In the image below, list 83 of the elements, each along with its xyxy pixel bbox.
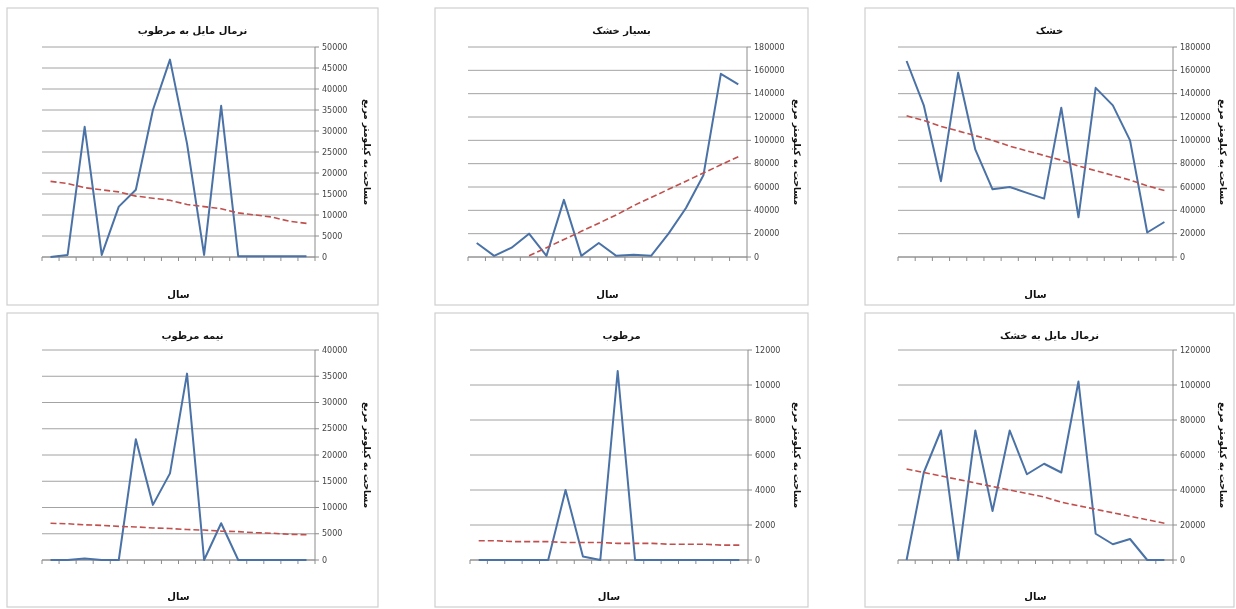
y-tick-label: 160000 bbox=[754, 65, 785, 75]
y-tick-label: 35000 bbox=[322, 105, 348, 115]
y-axis-title: مساحت به کیلومتر مربع bbox=[1217, 401, 1228, 509]
y-tick-label: 0 bbox=[322, 252, 328, 262]
y-tick-label: 180000 bbox=[754, 42, 785, 52]
y-tick-label: 4000 bbox=[755, 485, 776, 495]
y-tick-label: 100000 bbox=[1180, 380, 1211, 390]
y-tick-label: 40000 bbox=[1180, 485, 1206, 495]
line-series bbox=[905, 468, 1166, 525]
y-tick-label: 2000 bbox=[755, 520, 776, 530]
y-tick-label: 20000 bbox=[322, 168, 348, 178]
y-tick-label: 60000 bbox=[1180, 182, 1206, 192]
y-tick-label: 8000 bbox=[755, 415, 776, 425]
y-tick-label: 50000 bbox=[322, 42, 348, 52]
y-axis-title: مساحت به کیلومتر مربع bbox=[791, 401, 802, 509]
line-series bbox=[49, 58, 308, 258]
y-tick-label: 60000 bbox=[754, 182, 780, 192]
y-tick-label: 40000 bbox=[322, 345, 348, 355]
y-tick-label: 20000 bbox=[754, 229, 780, 239]
y-tick-label: 40000 bbox=[322, 84, 348, 94]
x-axis-title: سال bbox=[167, 288, 190, 300]
line-series bbox=[905, 380, 1166, 561]
y-tick-label: 25000 bbox=[322, 147, 348, 157]
x-axis-title: سال bbox=[597, 590, 621, 602]
y-tick-label: 35000 bbox=[322, 371, 348, 381]
y-tick-label: 6000 bbox=[755, 450, 776, 460]
line-series bbox=[477, 370, 741, 561]
y-tick-label: 0 bbox=[754, 252, 760, 262]
line-series bbox=[905, 60, 1166, 234]
y-tick-label: 80000 bbox=[754, 159, 780, 169]
chart-title: مرطوب bbox=[602, 329, 641, 342]
x-axis-title: سال bbox=[1024, 590, 1047, 602]
y-tick-label: 180000 bbox=[1180, 42, 1211, 52]
y-tick-label: 100000 bbox=[754, 135, 785, 145]
y-tick-label: 12000 bbox=[755, 345, 781, 355]
y-tick-label: 25000 bbox=[322, 424, 348, 434]
y-tick-label: 140000 bbox=[1180, 89, 1211, 99]
y-tick-label: 60000 bbox=[1180, 450, 1206, 460]
line-series bbox=[475, 72, 740, 257]
chart-title: خشک bbox=[1035, 24, 1064, 36]
y-tick-label: 30000 bbox=[322, 398, 348, 407]
y-tick-label: 40000 bbox=[1180, 205, 1206, 215]
y-tick-label: 5000 bbox=[322, 529, 343, 539]
line-series bbox=[49, 372, 308, 561]
chart-title: بسیار خشک bbox=[592, 24, 651, 37]
y-tick-label: 10000 bbox=[322, 503, 348, 512]
y-tick-label: 20000 bbox=[1180, 229, 1206, 239]
x-axis-title: سال bbox=[1024, 288, 1047, 300]
y-tick-label: 10000 bbox=[755, 380, 781, 390]
y-tick-label: 20000 bbox=[322, 450, 348, 460]
y-tick-label: 120000 bbox=[1180, 112, 1211, 122]
y-tick-label: 0 bbox=[1180, 555, 1186, 565]
y-tick-label: 100000 bbox=[1180, 135, 1211, 145]
line-series bbox=[49, 180, 308, 225]
y-tick-label: 0 bbox=[755, 555, 761, 565]
y-tick-label: 160000 bbox=[1180, 65, 1211, 75]
line-series bbox=[528, 155, 740, 257]
y-tick-label: 140000 bbox=[754, 89, 785, 99]
line-series bbox=[905, 115, 1166, 192]
y-tick-label: 20000 bbox=[1180, 520, 1206, 530]
chart-title: نیمه مرطوب bbox=[161, 329, 224, 342]
y-tick-label: 10000 bbox=[322, 210, 348, 220]
chart-title: نرمال مایل به خشک bbox=[999, 329, 1100, 342]
y-axis-title: مساحت به کیلومتر مربع bbox=[361, 98, 372, 206]
chart-title: نرمال مایل به مرطوب bbox=[137, 24, 248, 37]
x-axis-title: سال bbox=[596, 288, 619, 300]
y-tick-label: 15000 bbox=[322, 476, 348, 486]
x-axis-title: سال bbox=[167, 590, 190, 602]
y-tick-label: 40000 bbox=[754, 205, 780, 215]
y-tick-label: 120000 bbox=[1180, 345, 1211, 355]
y-tick-label: 45000 bbox=[322, 63, 348, 73]
y-tick-label: 30000 bbox=[322, 126, 348, 136]
y-tick-label: 5000 bbox=[322, 231, 343, 241]
y-tick-label: 80000 bbox=[1180, 159, 1206, 169]
y-axis-title: مساحت به کیلومتر مربع bbox=[791, 98, 802, 206]
y-axis-title: مساحت به کیلومتر مربع bbox=[1217, 98, 1228, 206]
y-tick-label: 120000 bbox=[754, 112, 785, 122]
y-axis-title: مساحت به کیلومتر مربع bbox=[361, 401, 372, 509]
line-series bbox=[49, 522, 308, 536]
y-tick-label: 0 bbox=[322, 555, 328, 565]
y-tick-label: 15000 bbox=[322, 189, 348, 199]
y-tick-label: 0 bbox=[1180, 252, 1186, 262]
y-tick-label: 80000 bbox=[1180, 415, 1206, 425]
